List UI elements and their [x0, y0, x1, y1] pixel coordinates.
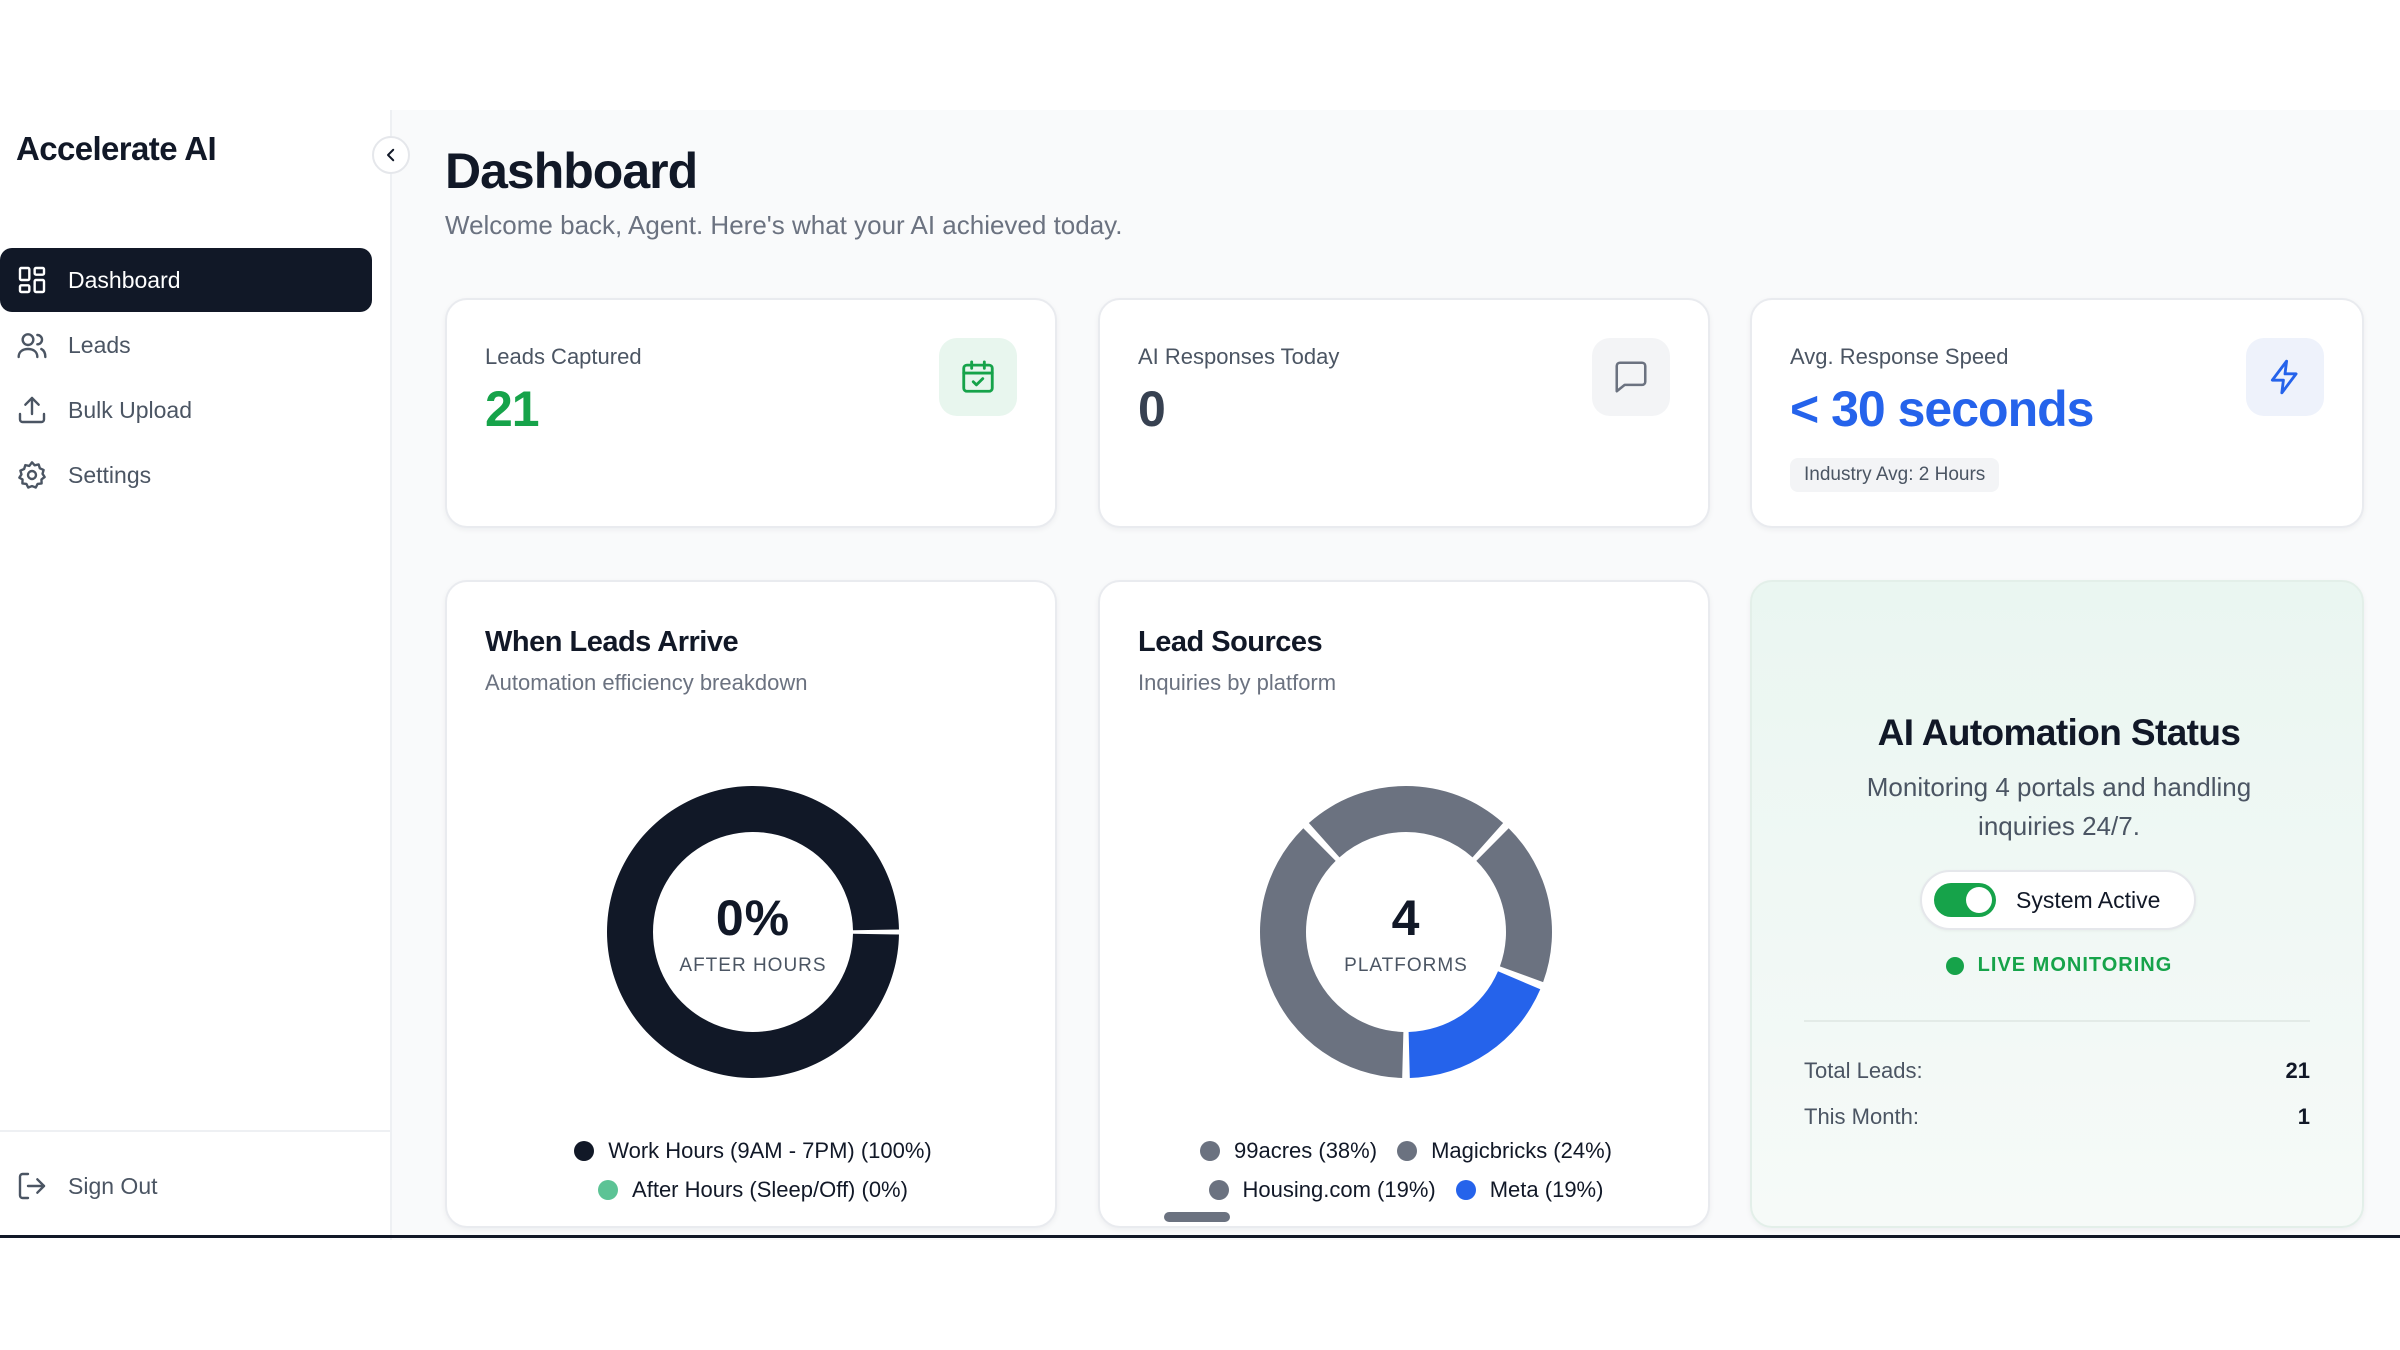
chevron-left-icon: [387, 148, 395, 162]
grid-icon: [18, 266, 46, 294]
legend-label: Meta (19%): [1489, 1177, 1604, 1202]
sidebar-nav: Dashboard Leads Bulk Upload Settings: [0, 248, 372, 508]
this-month-row: This Month: 1: [1804, 1104, 2310, 1130]
app-window: Accelerate AI Dashboard Leads Bulk Uploa…: [0, 110, 2400, 1240]
sidebar-item-label: Bulk Upload: [68, 396, 193, 423]
logout-icon: [18, 1172, 46, 1200]
chart-card-when-leads-arrive: When Leads Arrive Automation efficiency …: [445, 580, 1057, 1228]
window-bottom-edge: [0, 1235, 2400, 1238]
legend-label: After Hours (Sleep/Off) (0%): [632, 1177, 908, 1202]
toggle-switch[interactable]: [1934, 883, 1996, 917]
ai-automation-status-card: AI Automation Status Monitoring 4 portal…: [1750, 580, 2364, 1228]
stat-label: AI Responses Today: [1138, 344, 1340, 369]
total-leads-value: 21: [2285, 1058, 2310, 1083]
legend-label: Work Hours (9AM - 7PM) (100%): [608, 1138, 932, 1163]
chart-title: When Leads Arrive: [485, 626, 739, 658]
donut-slice-meta: [1408, 971, 1541, 1078]
stat-label: Avg. Response Speed: [1790, 344, 2009, 369]
donut-center-label: PLATFORMS: [1344, 955, 1468, 976]
legend-dot: [598, 1180, 619, 1200]
stat-value: 21: [485, 381, 540, 437]
sidebar-item-settings[interactable]: Settings: [0, 443, 372, 507]
this-month-label: This Month:: [1804, 1104, 1919, 1129]
calendar-check-icon: [962, 360, 994, 393]
chat-icon: [1615, 361, 1647, 393]
donut-chart-sources: [1260, 786, 1552, 1078]
live-dot: [1945, 956, 1964, 975]
stat-value: < 30 seconds: [1790, 381, 2094, 437]
legend-item-meta: Meta (19%): [1455, 1177, 1604, 1203]
legend-row: 99acres (38%) Magicbricks (24%): [1100, 1138, 1712, 1164]
stat-icon-box: [939, 338, 1017, 416]
status-description: Monitoring 4 portals and handling inquir…: [1866, 772, 2252, 841]
stat-card-response-speed: Avg. Response Speed < 30 seconds Industr…: [1750, 298, 2364, 528]
sidebar-item-label: Leads: [68, 331, 131, 358]
sidebar-item-label: Settings: [68, 461, 152, 488]
toggle-knob: [1966, 887, 1992, 913]
system-active-toggle[interactable]: System Active: [1920, 870, 2196, 930]
donut-slice-99acres: [1260, 828, 1404, 1078]
legend-item-after-hours: After Hours (Sleep/Off) (0%): [598, 1177, 908, 1203]
donut-slice-work-hours-9am-7pm: [607, 786, 899, 1078]
legend-dot: [1455, 1180, 1476, 1200]
chart-subtitle: Inquiries by platform: [1138, 670, 1337, 695]
donut-center-value: 0%: [715, 890, 791, 946]
legend-item-housing: Housing.com (19%): [1208, 1177, 1436, 1203]
page-title: Dashboard: [445, 143, 698, 199]
collapse-sidebar-button[interactable]: [372, 136, 410, 174]
donut-chart-when: [607, 786, 899, 1078]
legend-label: Housing.com (19%): [1242, 1177, 1436, 1202]
sidebar-item-leads[interactable]: Leads: [0, 313, 372, 377]
stat-label: Leads Captured: [485, 344, 642, 369]
sidebar-item-bulk-upload[interactable]: Bulk Upload: [0, 378, 372, 442]
chart-subtitle: Automation efficiency breakdown: [485, 670, 808, 695]
total-leads-label: Total Leads:: [1804, 1058, 1923, 1083]
bolt-icon: [2270, 359, 2298, 395]
donut-center-value: 4: [1391, 890, 1421, 946]
live-monitoring-indicator: LIVE MONITORING: [1752, 954, 2366, 977]
legend-label: 99acres (38%): [1233, 1138, 1378, 1163]
users-icon: [17, 333, 47, 359]
sign-out-button[interactable]: Sign Out: [16, 1164, 158, 1208]
legend-item-magicbricks: Magicbricks (24%): [1397, 1138, 1612, 1164]
legend-row: Housing.com (19%) Meta (19%): [1100, 1177, 1712, 1203]
sign-out-label: Sign Out: [68, 1172, 158, 1199]
sidebar-footer: Sign Out: [0, 1130, 392, 1240]
horizontal-scrollbar[interactable]: [1164, 1212, 1230, 1222]
total-leads-row: Total Leads: 21: [1804, 1058, 2310, 1084]
sidebar-item-label: Dashboard: [68, 266, 181, 293]
legend-dot: [1199, 1141, 1220, 1161]
upload-icon: [18, 396, 46, 424]
industry-avg-badge: Industry Avg: 2 Hours: [1790, 458, 2000, 492]
stat-icon-box: [2246, 338, 2324, 416]
legend-dot: [1208, 1180, 1229, 1200]
legend-item-work-hours: Work Hours (9AM - 7PM) (100%): [574, 1138, 932, 1164]
status-title: AI Automation Status: [1877, 712, 2241, 753]
live-label: LIVE MONITORING: [1977, 954, 2173, 976]
stat-card-ai-responses: AI Responses Today 0: [1098, 298, 1710, 528]
stat-value: 0: [1138, 381, 1166, 437]
legend-dot: [1397, 1141, 1418, 1161]
legend-row: Work Hours (9AM - 7PM) (100%): [447, 1138, 1059, 1164]
sidebar-item-dashboard[interactable]: Dashboard: [0, 248, 372, 312]
divider: [1804, 1020, 2310, 1022]
donut-slice-housing-com: [1476, 828, 1552, 983]
legend-label: Magicbricks (24%): [1431, 1138, 1612, 1163]
chart-title: Lead Sources: [1138, 626, 1323, 658]
stat-card-leads-captured: Leads Captured 21: [445, 298, 1057, 528]
page-subtitle: Welcome back, Agent. Here's what your AI…: [445, 210, 1123, 240]
brand-logo: Accelerate AI: [16, 130, 217, 167]
this-month-value: 1: [2297, 1104, 2310, 1129]
toggle-label: System Active: [2016, 886, 2161, 913]
legend-item-99acres: 99acres (38%): [1199, 1138, 1378, 1164]
gear-icon: [18, 461, 46, 489]
legend-row: After Hours (Sleep/Off) (0%): [447, 1177, 1059, 1203]
donut-center-label: AFTER HOURS: [679, 955, 827, 976]
chart-card-lead-sources: Lead Sources Inquiries by platform 4 PLA…: [1098, 580, 1710, 1228]
stat-icon-box: [1592, 338, 1670, 416]
sidebar: Accelerate AI Dashboard Leads Bulk Uploa…: [0, 110, 392, 1240]
donut-slice-magicbricks: [1308, 786, 1504, 858]
legend-dot: [574, 1141, 595, 1161]
